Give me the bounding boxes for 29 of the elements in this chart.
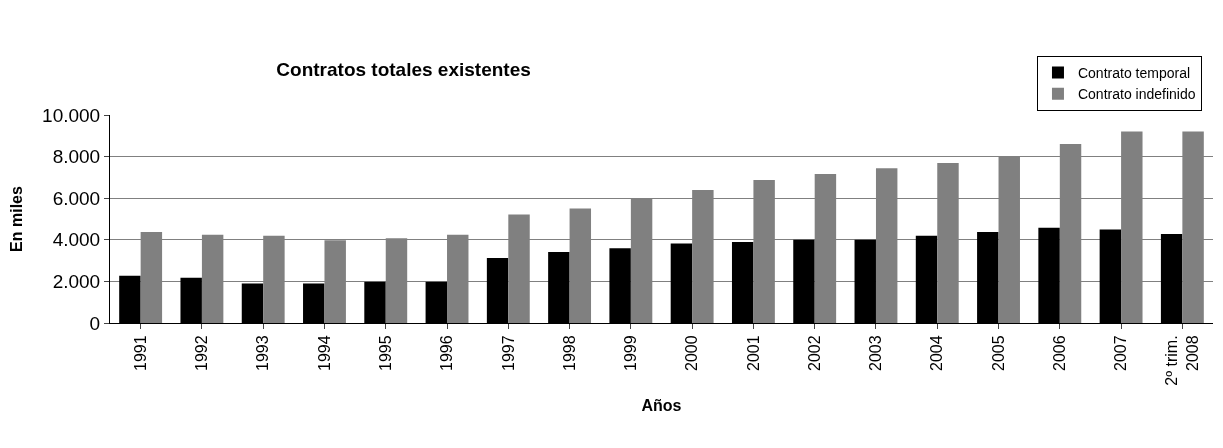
x-tick-label: 1994 bbox=[315, 335, 333, 371]
x-tick-label: 1998 bbox=[560, 335, 578, 371]
x-tick-label: 1992 bbox=[193, 335, 211, 371]
x-tick-label: 1999 bbox=[622, 335, 640, 371]
x-tick-label: 1995 bbox=[376, 335, 394, 371]
x-tick-label: 2006 bbox=[1051, 335, 1069, 371]
x-tick-label: 1997 bbox=[499, 335, 517, 371]
x-tick-label: 2004 bbox=[928, 335, 946, 371]
x-tick-label: 2001 bbox=[744, 335, 762, 371]
y-tick-label: 4.000 bbox=[52, 229, 101, 251]
x-tick-label: 2005 bbox=[989, 335, 1007, 371]
legend-label: Contrato temporal bbox=[1077, 64, 1191, 81]
legend-label: Contrato indefinido bbox=[1077, 86, 1196, 103]
x-tick-label: 1996 bbox=[438, 335, 456, 371]
x-tick-label: 2º trim. 2008 bbox=[1163, 335, 1201, 386]
y-tick-label: 0 bbox=[89, 312, 101, 334]
x-tick-label: 2007 bbox=[1112, 335, 1130, 371]
x-tick-label: 2003 bbox=[867, 335, 885, 371]
x-tick-label: 2000 bbox=[683, 335, 701, 371]
x-tick-label: 1991 bbox=[131, 335, 149, 371]
y-tick-label: 8.000 bbox=[52, 146, 101, 168]
x-tick-label: 1993 bbox=[254, 335, 272, 371]
x-tick-label: 2002 bbox=[805, 335, 823, 371]
y-tick-label: 6.000 bbox=[52, 187, 101, 209]
y-tick-label: 10.000 bbox=[42, 104, 101, 126]
y-axis-title: En miles bbox=[7, 186, 25, 252]
chart-title: Contratos totales existentes bbox=[276, 59, 531, 81]
y-tick-label: 2.000 bbox=[52, 271, 101, 293]
x-axis-title: Años bbox=[641, 397, 682, 415]
